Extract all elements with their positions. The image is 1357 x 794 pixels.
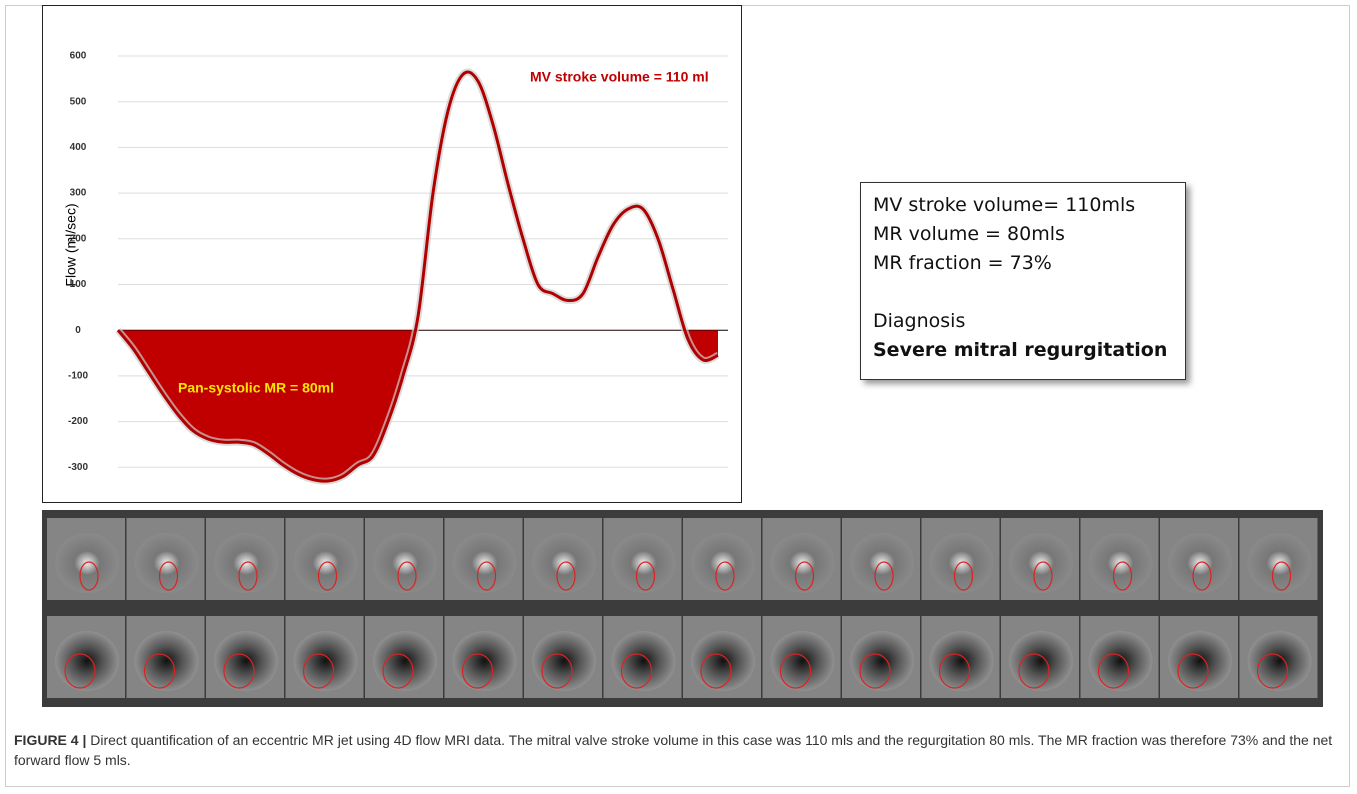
mri-tile — [47, 616, 125, 698]
caption-text: Direct quantification of an eccentric MR… — [14, 732, 1332, 768]
mri-tile — [842, 518, 920, 600]
tile-blob — [1009, 631, 1073, 691]
tile-blob — [294, 631, 358, 691]
y-tick-label: 600 — [70, 51, 87, 62]
tile-blob — [612, 631, 676, 691]
y-tick-label: 0 — [75, 325, 81, 336]
mri-tile — [445, 616, 523, 698]
tile-blob — [55, 533, 119, 593]
caption-label: FIGURE 4 | — [14, 732, 86, 748]
tile-blob — [930, 533, 994, 593]
tile-blob — [135, 631, 199, 691]
mri-tile — [524, 616, 602, 698]
mri-tile — [1160, 518, 1238, 600]
mri-tile — [763, 518, 841, 600]
mri-tile — [763, 616, 841, 698]
mri-tile — [1240, 518, 1318, 600]
tile-blob — [294, 533, 358, 593]
tile-blob — [532, 631, 596, 691]
mri-tile — [683, 616, 761, 698]
y-axis-label: Flow (ml/sec) — [63, 203, 79, 286]
tile-blob — [55, 631, 119, 691]
tile-blob — [771, 631, 835, 691]
mri-tile — [922, 616, 1000, 698]
tile-blob — [373, 631, 437, 691]
mri-tile — [127, 518, 205, 600]
diagnosis-heading: Diagnosis — [873, 307, 1173, 336]
tile-blob — [771, 533, 835, 593]
tile-blob — [135, 533, 199, 593]
mri-tile — [206, 518, 284, 600]
y-tick-label: -100 — [68, 371, 88, 382]
tile-blob — [1168, 533, 1232, 593]
mri-tile — [1081, 616, 1159, 698]
tile-blob — [1089, 631, 1153, 691]
annotation: Pan-systolic MR = 80ml — [178, 380, 334, 396]
mri-tile — [922, 518, 1000, 600]
mri-tile — [1081, 518, 1159, 600]
tile-blob — [1089, 533, 1153, 593]
mri-tile — [1160, 616, 1238, 698]
caption: FIGURE 4 | Direct quantification of an e… — [14, 730, 1349, 770]
mri-tile — [206, 616, 284, 698]
mri-tile — [47, 518, 125, 600]
stat-line: MV stroke volume= 110mls — [873, 191, 1173, 220]
tile-blob — [1168, 631, 1232, 691]
tile-blob — [1009, 533, 1073, 593]
tile-blob — [214, 631, 278, 691]
mri-tile — [683, 518, 761, 600]
mri-tile — [604, 518, 682, 600]
tile-blob — [930, 631, 994, 691]
mri-tile — [1240, 616, 1318, 698]
tile-blob — [612, 533, 676, 593]
mri-tile — [365, 518, 443, 600]
tile-blob — [1248, 631, 1312, 691]
mri-tile — [1001, 616, 1079, 698]
mri-strip — [42, 510, 1323, 707]
tile-blob — [214, 533, 278, 593]
mri-tile — [127, 616, 205, 698]
mri-tile — [445, 518, 523, 600]
y-tick-label: 100 — [70, 279, 87, 290]
tile-blob — [1248, 533, 1312, 593]
tile-blob — [453, 631, 517, 691]
mri-tile — [1001, 518, 1079, 600]
page: Flow (ml/sec) -400-300-200-1000100200300… — [0, 0, 1357, 794]
tile-blob — [691, 533, 755, 593]
tile-blob — [691, 631, 755, 691]
tile-blob — [850, 631, 914, 691]
mri-tile — [524, 518, 602, 600]
y-tick-label: 500 — [70, 96, 87, 107]
diagnosis: Severe mitral regurgitation — [873, 336, 1173, 365]
stat-line: MR volume = 80mls — [873, 220, 1173, 249]
mri-tile — [842, 616, 920, 698]
tile-blob — [532, 533, 596, 593]
tile-blob — [453, 533, 517, 593]
y-tick-label: 400 — [70, 142, 87, 153]
stat-line: MR fraction = 73% — [873, 249, 1173, 278]
y-tick-label: -300 — [68, 462, 88, 473]
y-tick-label: -200 — [68, 416, 88, 427]
y-tick-label: 300 — [70, 188, 87, 199]
tile-blob — [850, 533, 914, 593]
chart: Flow (ml/sec) -400-300-200-1000100200300… — [42, 5, 742, 503]
tile-blob — [373, 533, 437, 593]
y-tick-label: 200 — [70, 233, 87, 244]
spacer — [873, 278, 1173, 307]
mri-tile — [286, 518, 364, 600]
info-box: MV stroke volume= 110mls MR volume = 80m… — [860, 182, 1186, 380]
mri-tile — [604, 616, 682, 698]
mri-tile — [286, 616, 364, 698]
mri-tile — [365, 616, 443, 698]
annotation: MV stroke volume = 110 ml — [530, 69, 709, 85]
